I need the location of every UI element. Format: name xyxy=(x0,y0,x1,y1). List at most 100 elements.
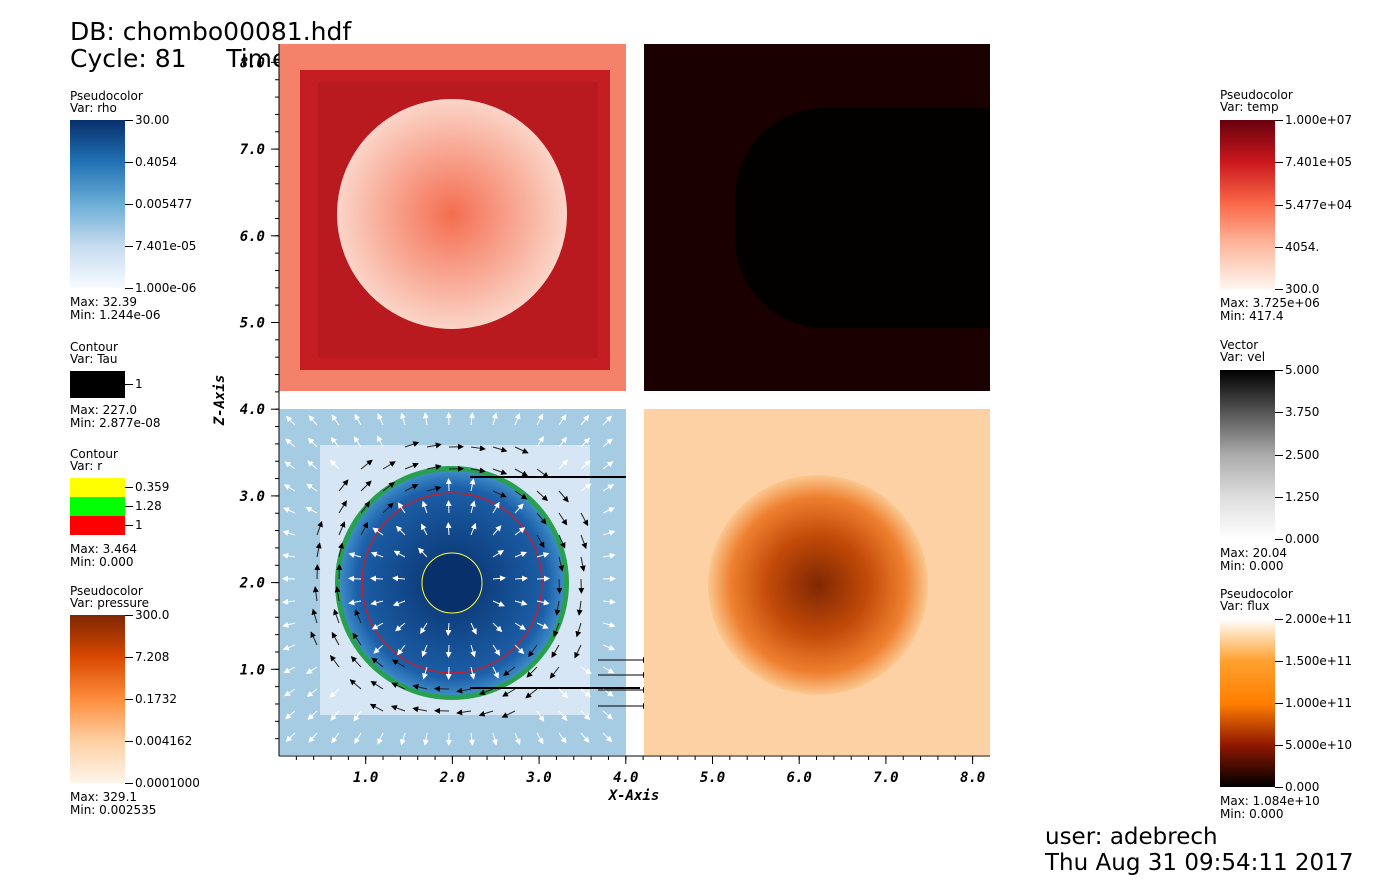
tick-label: 0.0001000 xyxy=(135,776,200,790)
velocity-arrow xyxy=(558,556,565,572)
velocity-arrow xyxy=(370,551,384,558)
contour-swatch xyxy=(70,516,125,535)
legend-tau: Contour Var: Tau 1 Max: 227.0 Min: 2.877… xyxy=(70,341,220,436)
legend-max: Max: 20.04 xyxy=(1220,546,1288,560)
velocity-arrow xyxy=(400,412,406,426)
velocity-arrow xyxy=(580,688,592,698)
velocity-arrow xyxy=(417,547,428,558)
velocity-arrow xyxy=(558,459,568,470)
velocity-arrow xyxy=(404,484,419,492)
velocity-arrow xyxy=(536,575,550,582)
velocity-arrow xyxy=(580,666,592,675)
velocity-arrow xyxy=(558,688,569,699)
velocity-arrow xyxy=(478,710,494,717)
velocity-arrow xyxy=(468,732,475,746)
velocity-arrow xyxy=(514,490,528,500)
velocity-arrow xyxy=(514,644,525,655)
velocity-arrow xyxy=(377,413,384,426)
velocity-arrow xyxy=(456,709,472,716)
velocity-arrow xyxy=(602,598,616,605)
velocity-arrow xyxy=(536,512,547,525)
velocity-arrow xyxy=(492,525,502,536)
velocity-arrow xyxy=(350,655,362,668)
velocity-arrow xyxy=(353,436,362,448)
velocity-arrow xyxy=(536,413,544,426)
velocity-arrow xyxy=(558,414,567,426)
velocity-arrow xyxy=(354,732,362,745)
tick-label: 7.208 xyxy=(135,650,170,664)
velocity-arrow xyxy=(404,441,420,448)
velocity-arrow xyxy=(602,552,616,559)
y-tick-label: 5.0 xyxy=(240,316,265,332)
velocity-arrow xyxy=(370,575,384,582)
tick-label: 300.0 xyxy=(135,608,170,622)
legend-var: Var: vel xyxy=(1220,350,1266,364)
velocity-arrow xyxy=(492,501,500,514)
legend-min: Min: 0.002535 xyxy=(70,803,157,817)
velocity-arrow xyxy=(602,644,616,651)
velocity-arrow xyxy=(353,710,362,722)
velocity-arrow xyxy=(373,644,384,654)
velocity-arrow xyxy=(558,512,568,526)
velocity-arrow xyxy=(338,542,344,558)
velocity-arrow xyxy=(285,732,296,742)
velocity-arrow xyxy=(491,412,498,426)
legend-pressure: Pseudocolor Var: pressure 300.0 7.208 0.… xyxy=(70,585,220,820)
plot-area[interactable]: X-Axis Z-Axis 1.0 2.0 3.0 4.0 5.0 6.0 7.0 8.0 1.… xyxy=(0,0,1000,820)
tick-label: 2.500 xyxy=(1285,448,1320,462)
velocity-arrow xyxy=(580,437,590,448)
velocity-arrow xyxy=(514,527,526,536)
contour-level: 1.28 xyxy=(135,499,162,513)
tick-label: 0.000 xyxy=(1285,780,1320,794)
velocity-arrow xyxy=(307,460,318,470)
velocity-arrow xyxy=(445,522,452,536)
velocity-arrow xyxy=(308,415,318,426)
velocity-arrow xyxy=(536,490,549,502)
legend-min: Min: 417.4 xyxy=(1220,309,1284,323)
tick-label: 4054. xyxy=(1285,240,1320,254)
velocity-arrow xyxy=(553,622,560,638)
tick-label: 7.401e-05 xyxy=(135,239,197,253)
contour-level: 1 xyxy=(135,518,143,532)
contour-swatch xyxy=(70,371,125,398)
velocity-arrow xyxy=(492,622,503,633)
legend-max: Max: 3.464 xyxy=(70,542,138,556)
velocity-arrow xyxy=(502,688,516,697)
velocity-arrow xyxy=(333,608,340,624)
velocity-arrow xyxy=(316,520,323,536)
velocity-arrow xyxy=(470,622,477,635)
velocity-arrow xyxy=(492,468,508,475)
velocity-arrow xyxy=(352,632,362,646)
velocity-arrow xyxy=(392,600,406,607)
velocity-arrow xyxy=(491,732,498,746)
velocity-arrow xyxy=(479,688,494,696)
legend-kind: Vector xyxy=(1220,338,1259,352)
velocity-arrow xyxy=(395,622,406,632)
velocity-arrow xyxy=(308,732,318,743)
colorbar-flux xyxy=(1220,619,1275,787)
legend-max: Max: 3.725e+06 xyxy=(1220,296,1320,310)
velocity-arrow xyxy=(421,644,428,658)
velocity-arrow xyxy=(282,530,296,536)
legend-kind: Contour xyxy=(70,340,118,354)
legend-max: Max: 227.0 xyxy=(70,403,138,417)
velocity-arrow xyxy=(456,687,472,694)
velocity-arrow xyxy=(307,437,318,448)
velocity-arrow xyxy=(470,445,486,452)
timestamp-label: Thu Aug 31 09:54:11 2017 xyxy=(1045,850,1354,876)
velocity-arrow xyxy=(348,552,362,558)
velocity-arrow xyxy=(312,586,319,602)
legend-kind: Pseudocolor xyxy=(70,584,143,598)
x-tick-label: 1.0 xyxy=(353,770,378,786)
velocity-arrow xyxy=(331,631,340,646)
legend-rho: Pseudocolor Var: rho 30.00 0.4054 0.0054… xyxy=(70,90,220,325)
legend-temp: Pseudocolor Var: temp 1.000e+07 7.401e+0… xyxy=(1220,89,1370,324)
velocity-arrow xyxy=(306,688,318,698)
velocity-arrow xyxy=(372,527,384,536)
legend-min: Min: 2.877e-08 xyxy=(70,416,161,430)
velocity-arrow xyxy=(412,706,428,713)
velocity-arrow xyxy=(580,710,591,721)
velocity-arrow xyxy=(445,644,452,658)
velocity-arrow xyxy=(525,688,538,699)
tick-label: 0.005477 xyxy=(135,197,193,211)
